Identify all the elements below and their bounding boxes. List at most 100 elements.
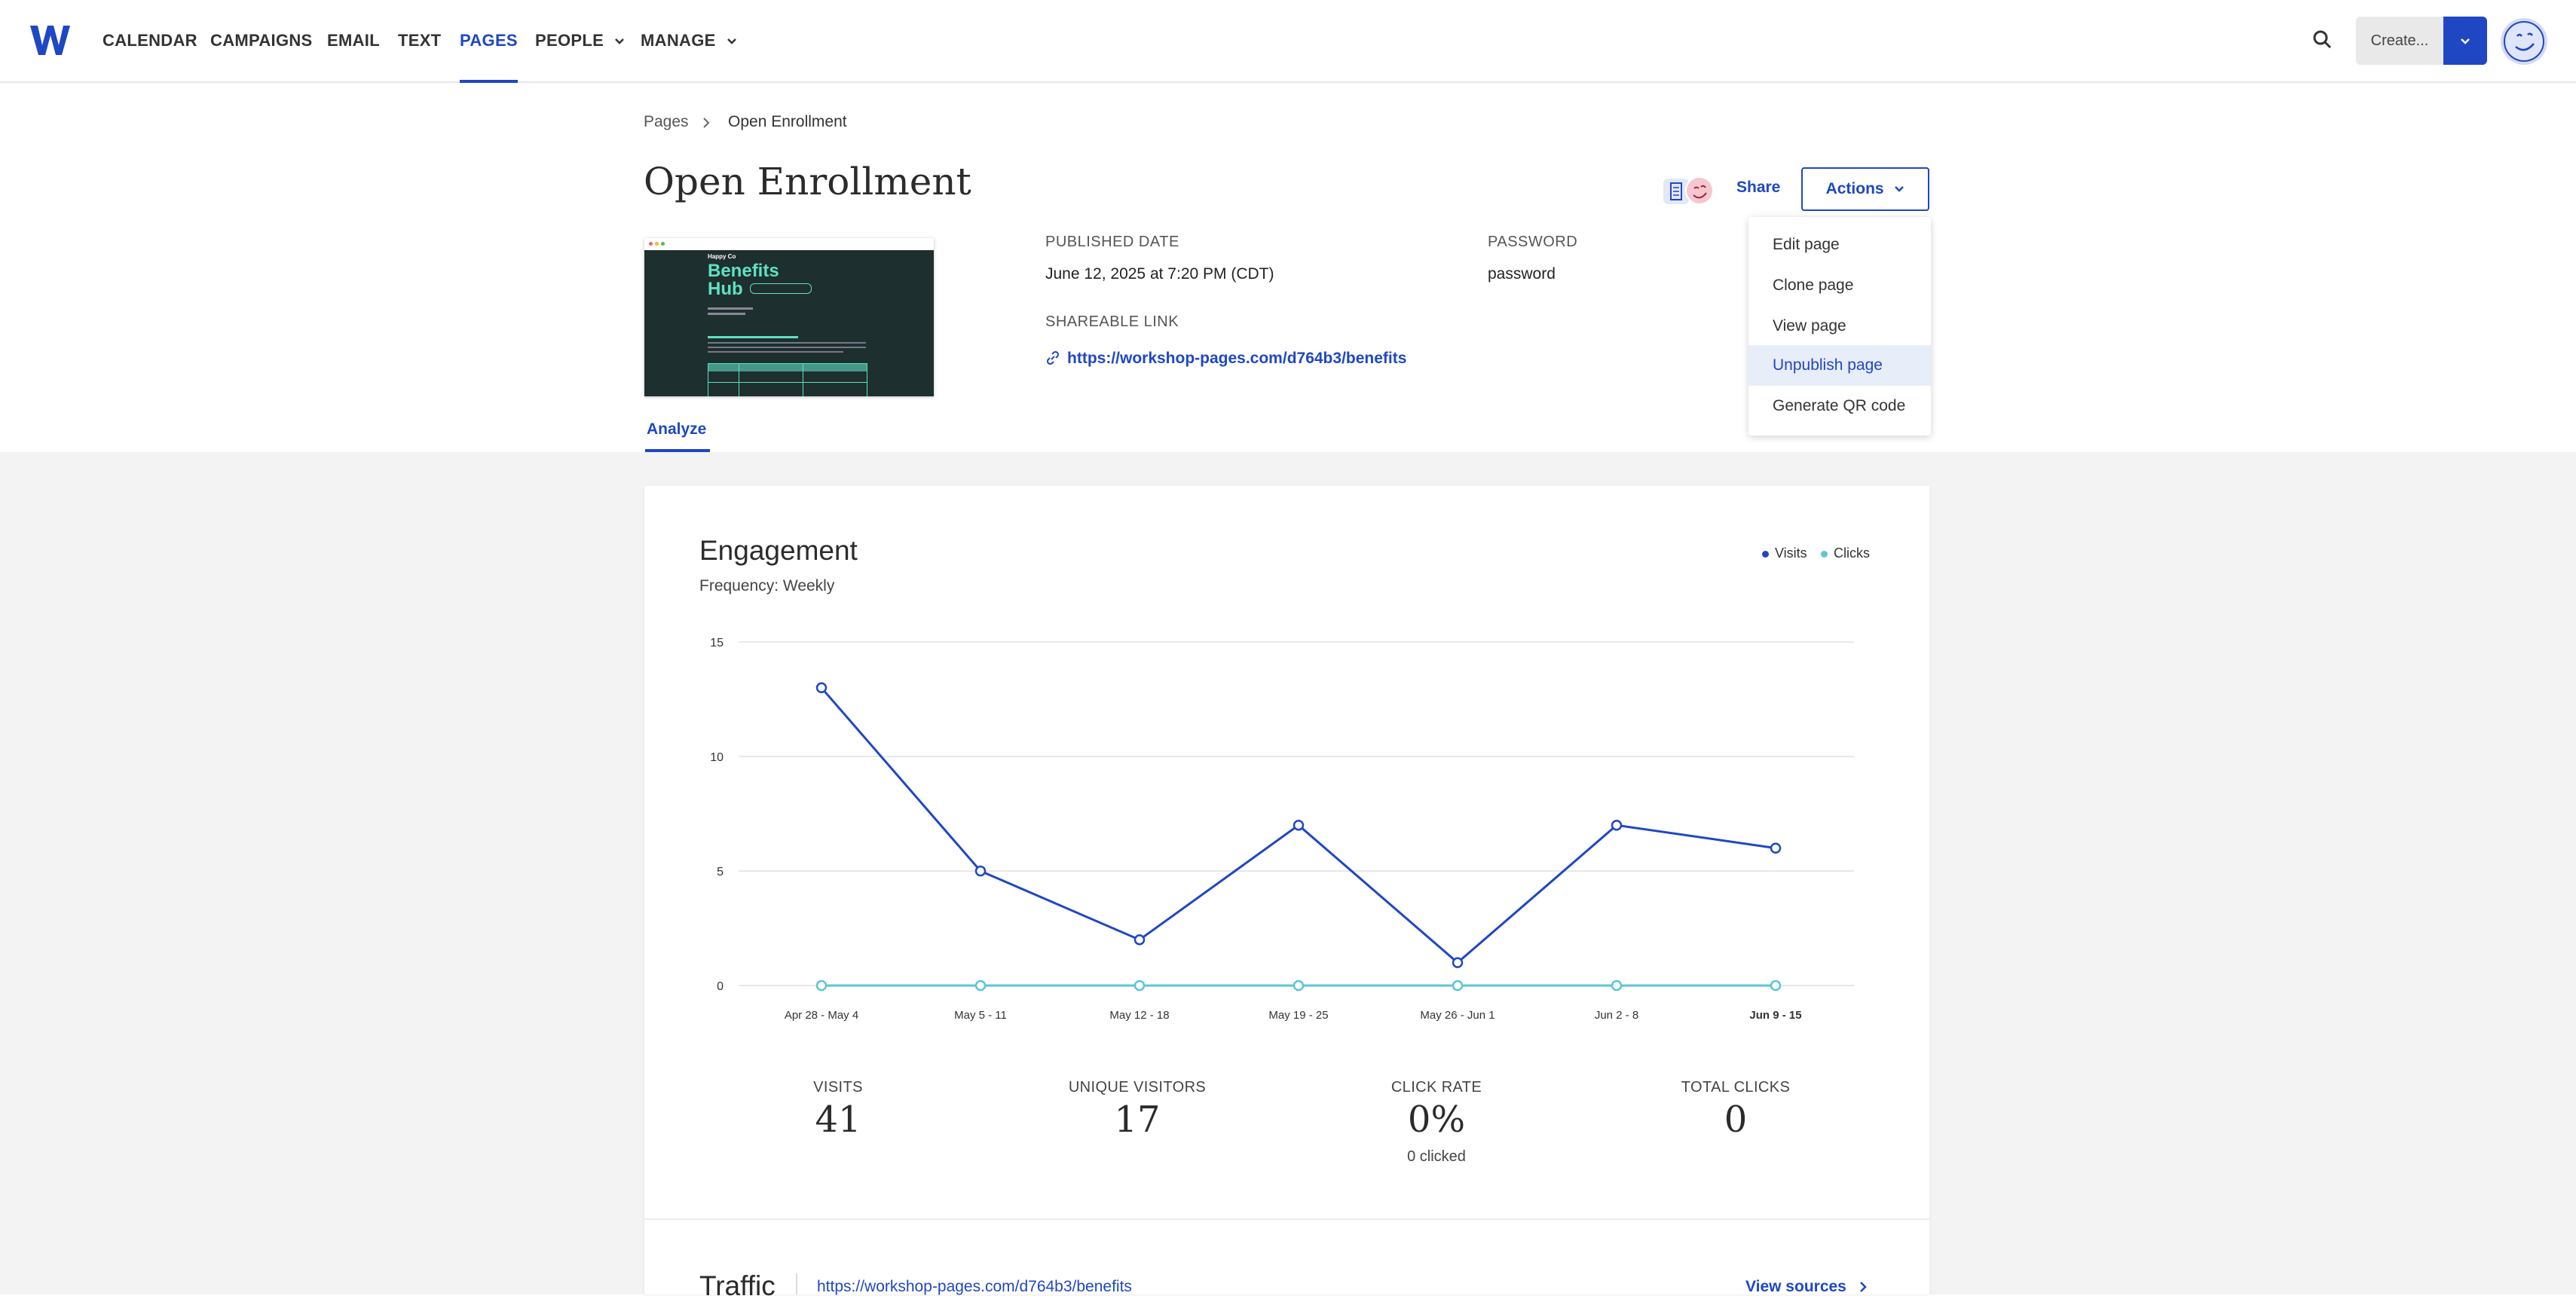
legend-visits-dot [1762,550,1769,558]
data-point-visits [1293,819,1305,831]
data-point-visits [1770,842,1782,854]
stat-click-rate-sub: 0 clicked [1407,1148,1466,1165]
menu-item-clone-page[interactable]: Clone page [1773,277,1854,294]
data-point-clicks [1770,980,1782,992]
data-point-visits [974,865,987,877]
legend-visits-label: Visits [1775,546,1807,561]
page-thumbnail[interactable]: Happy Co Benefits Hub [644,238,934,396]
view-sources-label: View sources [1745,1278,1846,1295]
chevron-right-icon [1859,1282,1867,1293]
thumbnail-brand: Happy Co [708,253,736,260]
data-point-visits [1134,934,1146,946]
nav-text[interactable]: TEXT [398,31,442,50]
legend-clicks: Clicks [1821,546,1870,561]
chevron-down-icon [727,38,736,44]
y-tick-label: 5 [717,866,724,879]
nav-manage[interactable]: MANAGE [641,0,737,81]
y-tick-label: 15 [710,637,724,649]
stat-unique-visitors-label: UNIQUE VISITORS [1068,1079,1207,1096]
menu-item-generate-qr-code[interactable]: Generate QR code [1773,397,1906,414]
nav-people-label: PEOPLE [535,31,604,50]
nav-email[interactable]: EMAIL [327,31,380,50]
thumbnail-text-line [708,342,866,344]
stat-click-rate-value: 0% [1407,1099,1466,1141]
breadcrumb-pages[interactable]: Pages [644,113,689,130]
data-point-clicks [1611,980,1623,992]
top-nav: CALENDAR CAMPAIGNS EMAIL TEXT PAGES PEOP… [0,0,2576,83]
card-divider [644,1218,1929,1220]
menu-item-view-page[interactable]: View page [1773,317,1846,335]
legend-clicks-dot [1821,550,1828,558]
link-icon [1046,350,1060,365]
stat-total-clicks-label: TOTAL CLICKS [1681,1079,1791,1096]
thumbnail-text-line [708,347,866,348]
legend-visits: Visits [1762,546,1807,561]
published-date-value: June 12, 2025 at 7:20 PM (CDT) [1045,265,1274,283]
thumbnail-title-1: Benefits [708,261,779,281]
thumbnail-text-line [708,313,745,315]
menu-item-edit-page[interactable]: Edit page [1773,236,1840,253]
shareable-link[interactable]: https://workshop-pages.com/d764b3/benefi… [1067,350,1407,367]
nav-pages[interactable]: PAGES [460,0,518,83]
y-tick-label: 10 [710,751,724,764]
thumbnail-title-2: Hub [708,279,743,299]
nav-manage-label: MANAGE [641,31,716,50]
search-icon[interactable] [2309,26,2336,53]
actions-button[interactable]: Actions [1801,167,1929,211]
nav-people[interactable]: PEOPLE [535,0,625,81]
breadcrumb-current: Open Enrollment [728,113,847,130]
password-value: password [1488,265,1556,283]
stat-total-clicks-value: 0 [1724,1099,1748,1141]
traffic-link[interactable]: https://workshop-pages.com/d764b3/benefi… [817,1278,1132,1295]
thumbnail-text-line [708,351,843,353]
stat-unique-visitors-value: 17 [1114,1099,1161,1141]
thumbnail-browser-bar [644,238,934,250]
create-dropdown-button[interactable] [2443,17,2487,65]
nav-calendar[interactable]: CALENDAR [102,31,197,50]
traffic-title: Traffic [699,1270,776,1301]
x-tick-label: Jun 9 - 15 [1749,1009,1801,1022]
tab-analyze[interactable]: Analyze [647,420,707,438]
nav-campaigns[interactable]: CAMPAIGNS [210,31,313,50]
data-point-clicks [815,980,828,992]
thumbnail-text-line [708,307,753,310]
engagement-card [644,486,1929,1294]
x-tick-label: Apr 28 - May 4 [785,1009,858,1022]
workshop-logo-icon[interactable] [29,23,71,57]
thumbnail-text-line [708,336,798,338]
engagement-title: Engagement [699,535,858,566]
x-tick-label: May 12 - 18 [1109,1009,1169,1022]
chevron-down-icon [2461,38,2470,44]
collaborator-avatars[interactable] [1662,176,1716,206]
smiley-face-icon [2504,21,2544,62]
thumbnail-table [708,363,867,396]
published-date-label: PUBLISHED DATE [1045,234,1179,250]
chevron-down-icon [615,38,625,44]
menu-item-unpublish-page[interactable]: Unpublish page [1748,345,1931,386]
data-point-clicks [1293,980,1305,992]
user-avatar[interactable] [2501,18,2547,65]
password-label: PASSWORD [1488,234,1578,250]
view-sources-link[interactable]: View sources [1745,1278,1868,1296]
nav-pages-label: PAGES [460,31,518,50]
thumbnail-pill [750,283,812,294]
tab-analyze-underline [645,449,710,452]
engagement-line-chart: 0 5 10 15 Apr 28 - May 4 May 5 - 11 May 12 - 1… [710,637,1854,1022]
shareable-link-label: SHAREABLE LINK [1045,313,1179,330]
y-tick-label: 0 [717,980,724,993]
chevron-down-icon [1895,186,1904,193]
stat-visits-value: 41 [815,1099,861,1141]
actions-button-label: Actions [1825,180,1884,197]
stat-visits-label: VISITS [813,1079,863,1096]
actions-menu: Edit page Clone page View page Unpublish… [1748,217,1931,436]
create-button[interactable]: Create... [2356,17,2443,65]
legend-clicks-label: Clicks [1834,546,1870,561]
x-tick-label: May 19 - 25 [1268,1009,1328,1022]
x-tick-label: May 5 - 11 [954,1009,1007,1022]
stat-click-rate-label: CLICK RATE [1390,1079,1482,1096]
data-point-clicks [1452,980,1464,992]
data-point-clicks [1134,980,1146,992]
traffic-separator [796,1273,797,1294]
x-tick-label: May 26 - Jun 1 [1420,1009,1495,1022]
share-button[interactable]: Share [1736,179,1781,196]
